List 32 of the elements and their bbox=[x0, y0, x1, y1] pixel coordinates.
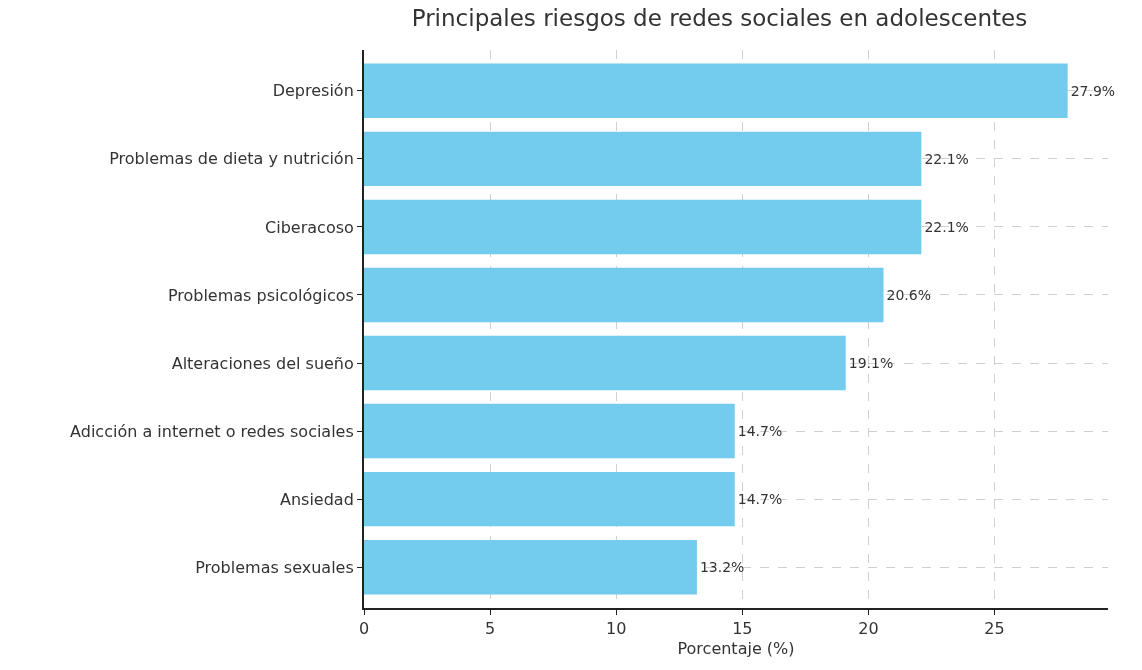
x-tick-label: 15 bbox=[732, 619, 753, 639]
data-label: 20.6% bbox=[886, 286, 932, 303]
bar bbox=[364, 403, 735, 459]
y-tick-label: Ansiedad bbox=[279, 489, 354, 509]
x-tick-label: 20 bbox=[858, 619, 879, 639]
bar bbox=[364, 131, 922, 187]
y-tick-label: Problemas psicológicos bbox=[167, 285, 354, 305]
data-label: 27.9% bbox=[1070, 82, 1116, 99]
x-tick-label: 0 bbox=[358, 619, 370, 639]
data-label: 22.1% bbox=[924, 150, 969, 167]
bar bbox=[364, 539, 697, 595]
data-label: 22.1% bbox=[924, 218, 969, 235]
x-tick-label: 10 bbox=[606, 619, 627, 639]
y-tick-label: Problemas sexuales bbox=[195, 557, 354, 577]
data-label: 14.7% bbox=[737, 423, 783, 440]
y-tick-label: Problemas de dieta y nutrición bbox=[109, 149, 354, 169]
x-axis-title: Porcentaje (%) bbox=[677, 639, 795, 659]
chart-title: Principales riesgos de redes sociales en adolescentes bbox=[411, 5, 1028, 32]
bar bbox=[364, 267, 884, 323]
data-label: 19.1% bbox=[848, 355, 894, 372]
bar bbox=[364, 63, 1068, 119]
data-label: 13.2% bbox=[699, 559, 745, 576]
y-tick-label: Ciberacoso bbox=[265, 217, 354, 237]
y-tick-label: Adicción a internet o redes sociales bbox=[70, 421, 354, 441]
y-tick-label: Alteraciones del sueño bbox=[171, 353, 354, 373]
bar bbox=[364, 471, 735, 527]
x-tick-label: 25 bbox=[984, 619, 1005, 639]
data-label: 14.7% bbox=[737, 491, 783, 508]
y-tick-label: Depresión bbox=[272, 81, 354, 101]
x-tick-label: 5 bbox=[485, 619, 496, 639]
bar bbox=[364, 199, 922, 255]
bar bbox=[364, 335, 846, 391]
